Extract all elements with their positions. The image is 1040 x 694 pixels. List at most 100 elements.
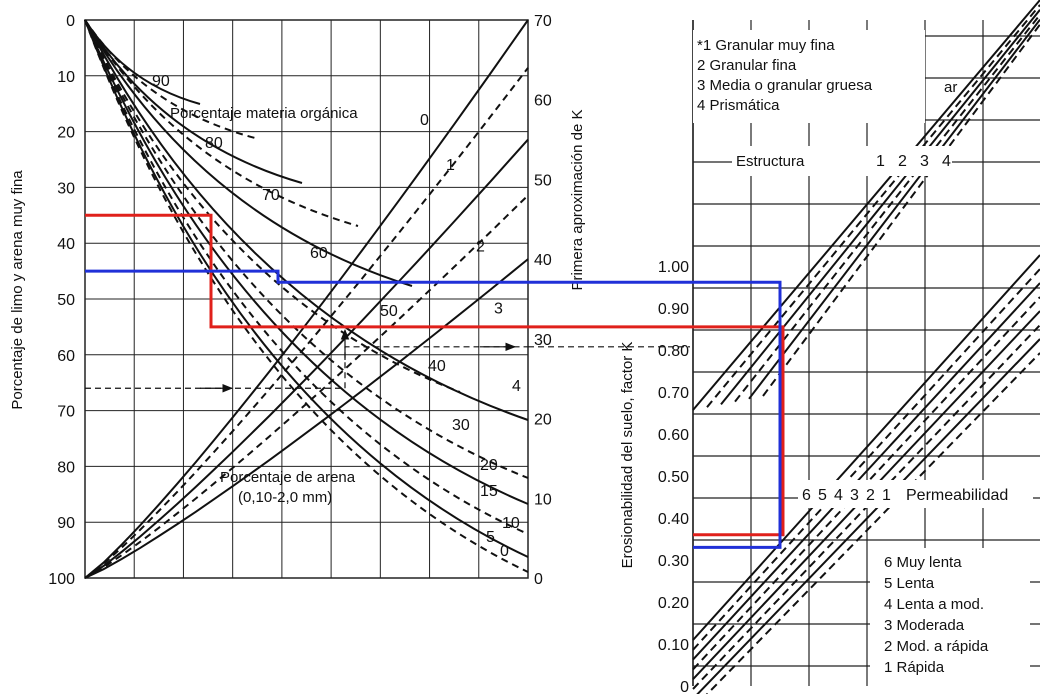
blue-example-path — [85, 269, 528, 284]
dashed-example-path — [85, 346, 528, 389]
organic-matter-curve — [84, 19, 529, 579]
structure-legend-box — [693, 30, 925, 123]
k-tick-label: 0.10 — [658, 637, 689, 654]
sand-curve-label: 70 — [262, 187, 280, 204]
sand-curve-label: 15 — [480, 483, 498, 500]
right-y-ticks-first-k: 70 60 50 40 30 20 10 0 — [534, 13, 552, 588]
permeability-legend-item: 6 Muy lenta — [884, 554, 962, 571]
organic-matter-curve-label: 0 — [420, 112, 429, 129]
y-tick-label: 80 — [57, 459, 75, 476]
right-y-axis-label: Primera aproximación de K — [569, 110, 586, 291]
y2-tick-label: 50 — [534, 172, 552, 189]
sand-curve-label: 20 — [480, 457, 498, 474]
k-tick-label: 0.80 — [658, 343, 689, 360]
organic-matter-curve-label: 4 — [512, 378, 521, 395]
permeability-class-label: 5 — [818, 487, 827, 504]
y-tick-label: 50 — [57, 292, 75, 309]
structure-legend: *1 Granular muy fina 2 Granular fina 3 M… — [697, 37, 873, 114]
blue-connector-path — [528, 280, 782, 549]
permeability-line — [696, 338, 1040, 694]
sand-curve — [84, 19, 413, 287]
sand-curve-label: 40 — [428, 358, 446, 375]
structure-header-box — [732, 146, 952, 176]
red-connector-path — [528, 325, 785, 537]
y2-tick-label: 20 — [534, 412, 552, 429]
k-tick-label: 0 — [680, 679, 689, 694]
k-tick-label: 0.20 — [658, 595, 689, 612]
k-tick-label: 0.40 — [658, 511, 689, 528]
structure-legend-item: 4 Prismática — [697, 97, 780, 114]
y-tick-label: 20 — [57, 125, 75, 142]
permeability-line — [705, 352, 1040, 694]
sand-curve — [84, 19, 256, 139]
structure-class-label: 2 — [898, 153, 907, 170]
structure-class-label: 3 — [920, 153, 929, 170]
y-tick-label: 90 — [57, 515, 75, 532]
right-example-guides — [528, 280, 785, 549]
y-tick-label: 30 — [57, 180, 75, 197]
organic-matter-curve — [84, 258, 529, 579]
permeability-line — [692, 268, 1040, 651]
permeability-legend-item: 3 Moderada — [884, 617, 965, 634]
organic-matter-curve-label: 1 — [446, 157, 455, 174]
right-nomograph: 1.00 0.90 0.80 0.70 0.60 0.50 0.40 0.30 0.20 0.10… — [528, 0, 1040, 694]
permeability-line — [692, 282, 1040, 661]
permeability-header-box — [798, 480, 1033, 508]
permeability-legend-item: 1 Rápida — [884, 659, 945, 676]
sand-family-label-line2: (0,10-2,0 mm) — [238, 489, 332, 506]
structure-label: Estructura — [736, 153, 805, 170]
sand-curve-label: 30 — [452, 417, 470, 434]
k-tick-label: 0.70 — [658, 385, 689, 402]
sand-family-label-line1: Porcentaje de arena — [220, 469, 356, 486]
y2-tick-label: 30 — [534, 332, 552, 349]
sand-curve — [84, 19, 529, 535]
structure-line — [706, 4, 1040, 408]
structure-line — [748, 18, 1040, 400]
structure-lines — [692, 0, 1040, 411]
permeability-legend-item: 5 Lenta — [884, 575, 935, 592]
organic-matter-family-label: Porcentaje materia orgánica — [170, 105, 358, 122]
structure-line — [692, 0, 1040, 411]
permeability-legend-item: 4 Lenta a mod. — [884, 596, 984, 613]
structure-legend-item: 2 Granular fina — [697, 57, 797, 74]
k-tick-label: 0.60 — [658, 427, 689, 444]
right-grid — [692, 20, 1040, 686]
y-tick-label: 100 — [48, 571, 75, 588]
y2-tick-label: 60 — [534, 93, 552, 110]
left-y-axis-label: Porcentaje de limo y arena muy fina — [9, 170, 26, 410]
structure-legend-item: 3 Media o granular gruesa — [697, 77, 873, 94]
scrap-text: ar — [944, 79, 957, 96]
permeability-legend-item: 2 Mod. a rápida — [884, 638, 989, 655]
permeability-class-label: 4 — [834, 487, 843, 504]
sand-curve — [84, 19, 461, 393]
y-tick-label: 10 — [57, 69, 75, 86]
structure-class-label: 1 — [876, 153, 885, 170]
organic-matter-curve-label: 2 — [476, 239, 485, 256]
sand-curve-label: 60 — [310, 245, 328, 262]
sand-curve-label: 50 — [380, 303, 398, 320]
permeability-label: Permeabilidad — [906, 487, 1008, 504]
k-tick-label: 1.00 — [658, 259, 689, 276]
y-tick-label: 0 — [66, 13, 75, 30]
sand-curve-label: 10 — [502, 515, 520, 532]
k-tick-label: 0.50 — [658, 469, 689, 486]
k-axis-label: Erosionabilidad del suelo, factor K — [619, 342, 636, 569]
y-tick-label: 70 — [57, 404, 75, 421]
y2-tick-label: 70 — [534, 13, 552, 30]
structure-class-label: 4 — [942, 153, 951, 170]
sand-curve — [84, 19, 529, 558]
permeability-class-label: 1 — [882, 487, 891, 504]
sand-curve — [84, 19, 529, 505]
right-k-ticks: 1.00 0.90 0.80 0.70 0.60 0.50 0.40 0.30 0.20 0.10… — [658, 259, 689, 694]
sand-curve — [84, 19, 359, 227]
structure-line — [734, 14, 1040, 403]
k-tick-label: 0.90 — [658, 301, 689, 318]
y2-tick-label: 40 — [534, 252, 552, 269]
organic-matter-curve-label: 3 — [494, 300, 503, 317]
sand-curve — [84, 19, 529, 479]
structure-line — [720, 9, 1040, 406]
